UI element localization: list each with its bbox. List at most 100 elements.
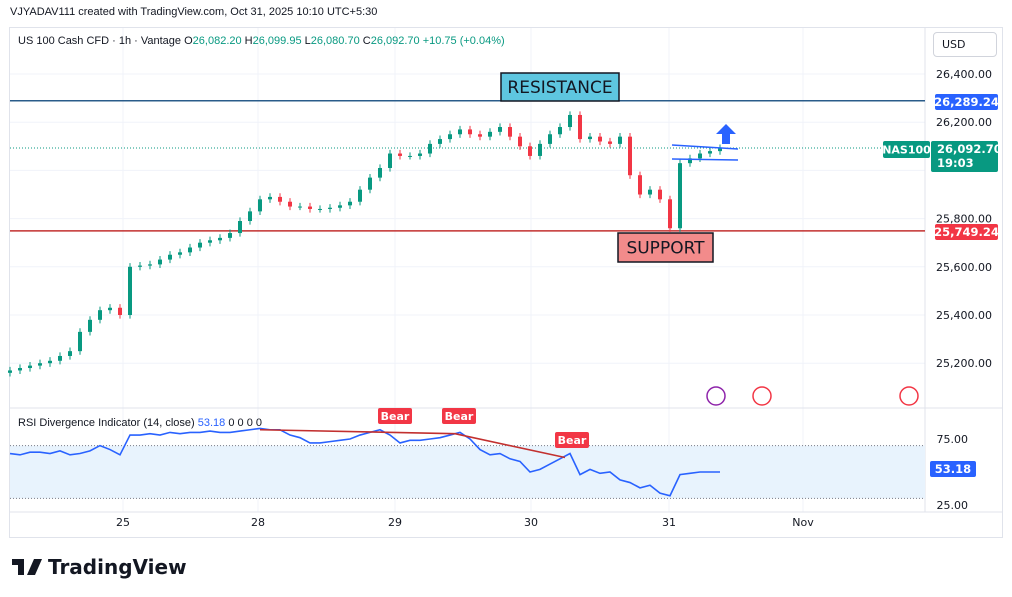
rsi-title: RSI Divergence Indicator (14, close) (18, 417, 195, 429)
resistance-label: RESISTANCE (507, 78, 612, 98)
candle (88, 319, 92, 332)
candle (278, 196, 282, 202)
price-tick-label: 25,400.00 (936, 309, 992, 322)
candle (188, 247, 192, 253)
candle (458, 129, 462, 135)
countdown-label: 19:03 (937, 156, 974, 170)
candle (308, 206, 312, 209)
candle (588, 136, 592, 140)
candle (498, 127, 502, 132)
last-price-label: 26,092.70 (937, 142, 1002, 156)
candle (538, 143, 542, 156)
candle (158, 259, 162, 265)
candle (68, 351, 72, 356)
candle (658, 189, 662, 200)
candle (568, 114, 572, 128)
candle (128, 266, 132, 315)
chart-credit: VJYADAV111 created with TradingView.com,… (10, 6, 378, 18)
candle (648, 189, 652, 195)
candle (638, 175, 642, 195)
candle (228, 233, 232, 238)
rsi-legend: RSI Divergence Indicator (14, close) 53.… (18, 417, 262, 429)
candle (268, 196, 272, 200)
brand-name: TradingView (48, 555, 187, 579)
candle (408, 155, 412, 157)
candle (528, 146, 532, 156)
high-value: 26,099.95 (252, 35, 302, 47)
candle (378, 167, 382, 178)
low-label: L (304, 35, 311, 47)
candle (488, 131, 492, 137)
price-tick-label: 26,400.00 (936, 68, 992, 81)
candle (478, 134, 482, 137)
rsi-tick-label: 25.00 (937, 499, 969, 512)
candle (38, 363, 42, 366)
rsi-extra-values: 0 0 0 0 (228, 417, 262, 429)
candle (138, 265, 142, 267)
candle (438, 139, 442, 144)
bear-label-bg (442, 408, 476, 424)
time-tick-label: 30 (524, 516, 538, 529)
candle (618, 136, 622, 144)
candle (708, 151, 712, 154)
time-tick-label: 31 (662, 516, 676, 529)
symbol-legend: US 100 Cash CFD · 1h · Vantage O26,082.2… (18, 35, 505, 47)
trendline-upper (671, 144, 739, 150)
resistance-label-bg (500, 72, 620, 102)
candle (48, 360, 52, 364)
candle (398, 153, 402, 156)
candle (418, 153, 422, 156)
support-price-label-bg (935, 224, 998, 240)
bear-divergence-line (259, 428, 566, 459)
candle (248, 211, 252, 222)
open-label: O (184, 35, 193, 47)
close-label: C (362, 35, 371, 47)
us-event-icon (752, 386, 772, 406)
ticker-label: NAS100 (882, 143, 931, 156)
candle (348, 201, 352, 206)
candle (428, 143, 432, 154)
candle (298, 206, 302, 208)
support-price-label: 25,749.24 (934, 225, 999, 239)
candle (8, 370, 12, 373)
candle (448, 134, 452, 140)
us-event-icon (899, 386, 919, 406)
candle (548, 134, 552, 144)
candle (98, 310, 102, 320)
time-tick-label: 28 (251, 516, 265, 529)
time-tick-label: 25 (116, 516, 130, 529)
candle (208, 240, 212, 243)
currency-button[interactable]: USD (933, 32, 997, 57)
candle (628, 136, 632, 176)
tradingview-logo-icon (12, 559, 42, 575)
candle (698, 153, 702, 159)
candle (218, 237, 222, 241)
tradingview-logo[interactable]: TradingView (12, 555, 187, 579)
bear-label-bg (378, 408, 412, 424)
time-tick-label: Nov (792, 516, 814, 529)
candle (668, 199, 672, 229)
candle (468, 129, 472, 135)
bear-label-bg (555, 432, 589, 448)
candle (78, 331, 82, 352)
low-value: 26,080.70 (310, 35, 360, 47)
bear-label: Bear (445, 410, 474, 423)
last-price-label-bg (931, 141, 998, 172)
ticker-label-bg (883, 141, 930, 158)
rsi-line (9, 427, 720, 497)
candle (28, 365, 32, 369)
arrow-up-icon (716, 124, 736, 144)
bear-label: Bear (381, 410, 410, 423)
candle (168, 254, 172, 260)
candle (238, 221, 242, 234)
candle (108, 307, 112, 311)
open-value: 26,082.20 (192, 35, 242, 47)
candle (358, 189, 362, 202)
candle (508, 127, 512, 137)
candle (608, 141, 612, 144)
candle (688, 158, 692, 164)
candle (368, 177, 372, 190)
resistance-price-label: 26,289.24 (934, 95, 999, 109)
time-tick-label: 29 (388, 516, 402, 529)
